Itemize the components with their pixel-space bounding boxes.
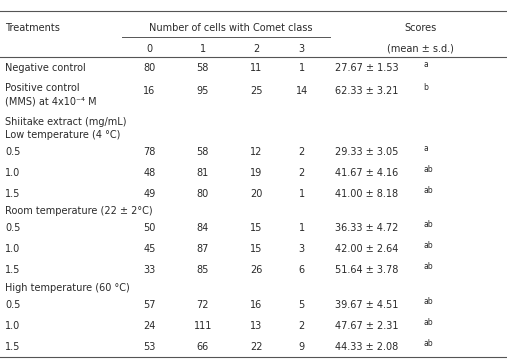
Text: Scores: Scores	[405, 23, 437, 34]
Text: ab: ab	[423, 165, 433, 174]
Text: 2: 2	[299, 168, 305, 178]
Text: 13: 13	[250, 321, 262, 331]
Text: 41.00 ± 8.18: 41.00 ± 8.18	[335, 189, 398, 199]
Text: 72: 72	[197, 300, 209, 310]
Text: b: b	[423, 83, 428, 92]
Text: 3: 3	[299, 244, 305, 255]
Text: 0.5: 0.5	[5, 147, 20, 157]
Text: ab: ab	[423, 339, 433, 348]
Text: 16: 16	[250, 300, 262, 310]
Text: 80: 80	[197, 189, 209, 199]
Text: 1.5: 1.5	[5, 342, 20, 352]
Text: a: a	[423, 144, 428, 153]
Text: Low temperature (4 °C): Low temperature (4 °C)	[5, 130, 121, 140]
Text: ab: ab	[423, 241, 433, 250]
Text: 49: 49	[143, 189, 156, 199]
Text: 27.67 ± 1.53: 27.67 ± 1.53	[335, 63, 398, 73]
Text: 53: 53	[143, 342, 156, 352]
Text: High temperature (60 °C): High temperature (60 °C)	[5, 283, 130, 292]
Text: 11: 11	[250, 63, 262, 73]
Text: 26: 26	[250, 265, 262, 275]
Text: 15: 15	[250, 244, 262, 255]
Text: ab: ab	[423, 296, 433, 305]
Text: 50: 50	[143, 223, 156, 233]
Text: 87: 87	[197, 244, 209, 255]
Text: 62.33 ± 3.21: 62.33 ± 3.21	[335, 86, 398, 96]
Text: (MMS) at 4x10⁻⁴ M: (MMS) at 4x10⁻⁴ M	[5, 96, 97, 106]
Text: 1.0: 1.0	[5, 321, 20, 331]
Text: 41.67 ± 4.16: 41.67 ± 4.16	[335, 168, 398, 178]
Text: 58: 58	[197, 147, 209, 157]
Text: 25: 25	[250, 86, 262, 96]
Text: 84: 84	[197, 223, 209, 233]
Text: 20: 20	[250, 189, 262, 199]
Text: ab: ab	[423, 318, 433, 327]
Text: 12: 12	[250, 147, 262, 157]
Text: 51.64 ± 3.78: 51.64 ± 3.78	[335, 265, 398, 275]
Text: 3: 3	[299, 44, 305, 54]
Text: ab: ab	[423, 186, 433, 195]
Text: 19: 19	[250, 168, 262, 178]
Text: 39.67 ± 4.51: 39.67 ± 4.51	[335, 300, 398, 310]
Text: 0.5: 0.5	[5, 300, 20, 310]
Text: ab: ab	[423, 262, 433, 271]
Text: 9: 9	[299, 342, 305, 352]
Text: 1.5: 1.5	[5, 265, 20, 275]
Text: 81: 81	[197, 168, 209, 178]
Text: 15: 15	[250, 223, 262, 233]
Text: Positive control: Positive control	[5, 83, 80, 92]
Text: 24: 24	[143, 321, 156, 331]
Text: 1: 1	[200, 44, 206, 54]
Text: 5: 5	[299, 300, 305, 310]
Text: 44.33 ± 2.08: 44.33 ± 2.08	[335, 342, 398, 352]
Text: 85: 85	[197, 265, 209, 275]
Text: Shiitake extract (mg/mL): Shiitake extract (mg/mL)	[5, 117, 127, 127]
Text: Room temperature (22 ± 2°C): Room temperature (22 ± 2°C)	[5, 206, 153, 216]
Text: 80: 80	[143, 63, 156, 73]
Text: 36.33 ± 4.72: 36.33 ± 4.72	[335, 223, 398, 233]
Text: 0: 0	[147, 44, 153, 54]
Text: ab: ab	[423, 220, 433, 229]
Text: 66: 66	[197, 342, 209, 352]
Text: 16: 16	[143, 86, 156, 96]
Text: 78: 78	[143, 147, 156, 157]
Text: 2: 2	[299, 147, 305, 157]
Text: 57: 57	[143, 300, 156, 310]
Text: 95: 95	[197, 86, 209, 96]
Text: Number of cells with Comet class: Number of cells with Comet class	[149, 23, 312, 34]
Text: 1: 1	[299, 63, 305, 73]
Text: (mean ± s.d.): (mean ± s.d.)	[387, 44, 454, 54]
Text: 2: 2	[299, 321, 305, 331]
Text: 14: 14	[296, 86, 308, 96]
Text: 1: 1	[299, 223, 305, 233]
Text: 1.0: 1.0	[5, 244, 20, 255]
Text: 1.0: 1.0	[5, 168, 20, 178]
Text: 33: 33	[143, 265, 156, 275]
Text: 2: 2	[253, 44, 259, 54]
Text: 22: 22	[250, 342, 262, 352]
Text: 6: 6	[299, 265, 305, 275]
Text: Negative control: Negative control	[5, 63, 86, 73]
Text: 42.00 ± 2.64: 42.00 ± 2.64	[335, 244, 398, 255]
Text: a: a	[423, 60, 428, 69]
Text: 111: 111	[194, 321, 212, 331]
Text: 1: 1	[299, 189, 305, 199]
Text: 0.5: 0.5	[5, 223, 20, 233]
Text: 58: 58	[197, 63, 209, 73]
Text: 47.67 ± 2.31: 47.67 ± 2.31	[335, 321, 398, 331]
Text: 1.5: 1.5	[5, 189, 20, 199]
Text: 45: 45	[143, 244, 156, 255]
Text: 29.33 ± 3.05: 29.33 ± 3.05	[335, 147, 398, 157]
Text: 48: 48	[143, 168, 156, 178]
Text: Treatments: Treatments	[5, 23, 60, 34]
